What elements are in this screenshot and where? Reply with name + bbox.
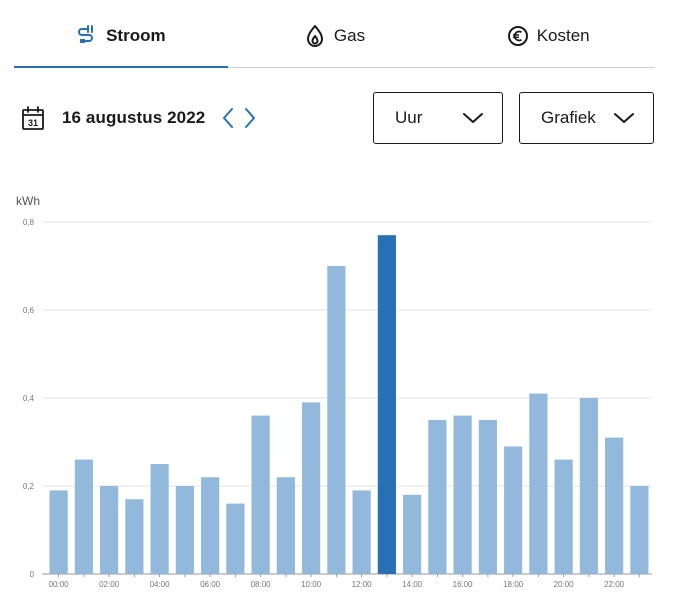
x-tick-label: 06:00 — [200, 580, 221, 589]
x-tick-label: 10:00 — [301, 580, 322, 589]
bar-12:00[interactable] — [352, 490, 371, 574]
view-select-value: Grafiek — [541, 108, 596, 127]
x-tick-label: 22:00 — [604, 580, 625, 589]
bar-14:00[interactable] — [403, 494, 422, 574]
y-axis-unit-label: kWh — [16, 194, 40, 208]
tab-stroom-label: Stroom — [106, 25, 166, 45]
tab-gas[interactable]: Gas — [228, 0, 442, 67]
view-select[interactable]: Grafiek — [519, 92, 654, 144]
period-select[interactable]: Uur — [373, 92, 503, 144]
energy-tabs: Stroom Gas Kosten — [14, 0, 655, 68]
bar-01:00[interactable] — [74, 459, 93, 574]
y-tick-label: 0,6 — [23, 306, 35, 315]
x-tick-label: 12:00 — [352, 580, 373, 589]
x-tick-label: 18:00 — [503, 580, 524, 589]
x-tick-label: 20:00 — [554, 580, 575, 589]
bar-06:00[interactable] — [201, 477, 220, 574]
x-tick-label: 02:00 — [99, 580, 120, 589]
y-tick-label: 0 — [30, 570, 35, 579]
bar-10:00[interactable] — [302, 402, 321, 574]
bar-07:00[interactable] — [226, 503, 245, 574]
next-day-button[interactable] — [243, 107, 257, 129]
x-tick-label: 08:00 — [251, 580, 272, 589]
x-tick-label: 00:00 — [49, 580, 70, 589]
bar-05:00[interactable] — [175, 486, 194, 574]
bar-20:00[interactable] — [554, 459, 573, 574]
period-select-value: Uur — [395, 108, 423, 127]
bar-21:00[interactable] — [579, 398, 598, 574]
bar-13:00[interactable] — [377, 235, 396, 574]
calendar-icon[interactable]: 31 — [22, 106, 44, 130]
bar-17:00[interactable] — [478, 420, 497, 574]
y-tick-label: 0,4 — [23, 394, 35, 403]
bar-04:00[interactable] — [150, 464, 169, 574]
bar-08:00[interactable] — [251, 415, 270, 574]
x-tick-label: 14:00 — [402, 580, 423, 589]
bar-03:00[interactable] — [125, 499, 144, 574]
date-navigator: 31 16 augustus 2022 — [22, 92, 257, 144]
chevron-right-icon — [245, 108, 256, 128]
chevron-down-icon — [613, 112, 635, 124]
flame-icon — [304, 24, 326, 47]
bar-00:00[interactable] — [49, 490, 68, 574]
previous-day-button[interactable] — [221, 107, 235, 129]
x-tick-label: 04:00 — [150, 580, 171, 589]
tab-kosten[interactable]: Kosten — [441, 0, 655, 67]
y-tick-label: 0,2 — [23, 482, 35, 491]
y-tick-label: 0,8 — [23, 218, 35, 227]
bar-22:00[interactable] — [605, 437, 624, 574]
tab-stroom[interactable]: Stroom — [14, 0, 228, 68]
bar-02:00[interactable] — [100, 486, 119, 574]
euro-icon — [507, 25, 529, 47]
current-date: 16 augustus 2022 — [62, 108, 206, 127]
bar-23:00[interactable] — [630, 486, 649, 574]
bar-16:00[interactable] — [453, 415, 472, 574]
tab-gas-label: Gas — [333, 25, 366, 45]
bar-09:00[interactable] — [276, 477, 295, 574]
bar-11:00[interactable] — [327, 266, 346, 574]
bar-19:00[interactable] — [529, 393, 548, 574]
x-tick-label: 16:00 — [453, 580, 474, 589]
bar-15:00[interactable] — [428, 420, 447, 574]
chevron-down-icon — [462, 112, 484, 124]
hourly-usage-chart: 0 0,2 0,4 0,6 0,8 00:00 02:00 04:00 06:00 08:00 1… — [23, 218, 652, 589]
chevron-left-icon — [223, 108, 234, 128]
svg-text:31: 31 — [28, 118, 38, 128]
bar-18:00[interactable] — [504, 446, 523, 574]
plug-icon — [76, 24, 98, 47]
tab-kosten-label: Kosten — [536, 25, 590, 45]
